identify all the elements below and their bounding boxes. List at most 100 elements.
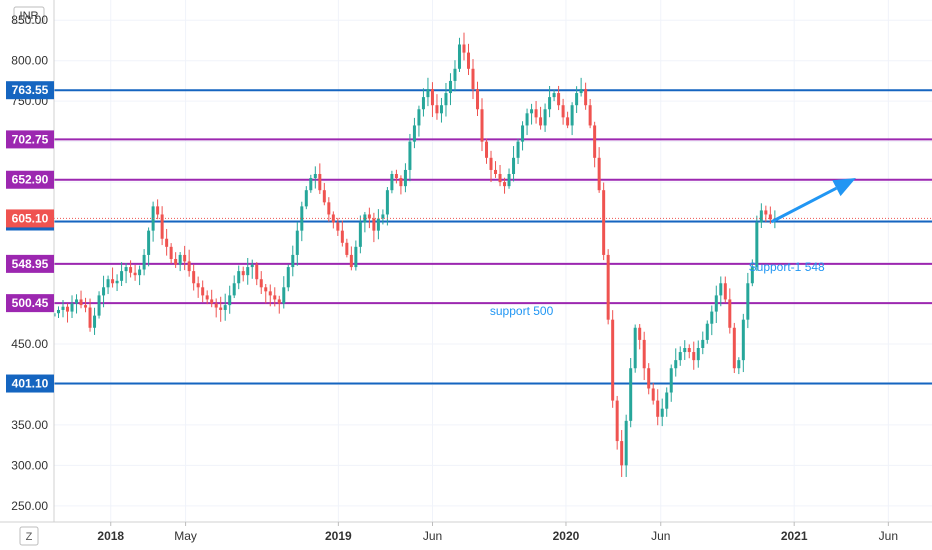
last-price-tag[interactable] [6,209,54,228]
candle-body [196,283,200,288]
candle-body [507,174,511,187]
x-tick-label: 2019 [325,529,352,543]
y-tick-label: 250.00 [11,499,48,513]
candle-body [210,299,214,304]
candle-body [291,254,295,268]
candle-body [575,93,579,106]
level-tag-label: 548.95 [12,257,49,271]
trend-arrow-head[interactable] [832,178,856,197]
candle-body [728,299,732,328]
candle-body [124,267,128,272]
candle-body [705,323,709,340]
candle-body [759,210,763,223]
candle-body [516,141,520,158]
level-tag[interactable] [6,130,54,149]
candle-body [633,327,637,369]
candle-body [214,303,218,308]
candle-body [408,141,412,170]
candle-body [273,295,277,300]
level-tag[interactable] [6,374,54,393]
candle-body [255,264,259,280]
candle-body [566,117,570,126]
candle-body [692,352,696,361]
candle-body [741,319,745,361]
candle-body [142,254,146,270]
annotation-text[interactable]: Support-1 548 [749,260,825,274]
candle-body [259,279,263,288]
time-axis[interactable]: Z 2018 May 2019 Jun 2020 Jun 2021 Jun [0,521,932,546]
candle-body [710,311,714,324]
annotation-text[interactable]: support 500 [490,304,554,318]
candle-body [277,299,281,304]
candle-body [448,80,452,94]
candle-body [557,93,561,106]
candle-body [79,299,83,306]
candle-body [394,174,398,179]
candle-body [669,368,673,393]
candle-body [129,267,133,273]
currency-label-box[interactable] [13,6,45,24]
candle-body [97,295,101,316]
auto-scale-button[interactable] [19,526,39,546]
candle-body [412,125,416,142]
candle-body [349,254,353,268]
candle-body [322,190,326,203]
candle-body [602,190,606,255]
candle-body [485,141,489,158]
candle-body [340,230,344,243]
candle-body [678,352,682,361]
candle-body [327,202,331,215]
candle-body [174,258,178,265]
overlays: support 500 Support-1 548 [54,178,932,318]
x-tick-label: May [174,529,197,543]
candle-body [358,222,362,247]
auto-scale-label: Z [26,531,33,543]
candle-body [61,306,65,310]
trend-arrow-shaft[interactable] [771,186,838,224]
candle-body [647,368,651,389]
candle-body [701,339,705,348]
level-tag[interactable] [6,294,54,313]
level-tag[interactable] [6,170,54,189]
x-tick-label: 2021 [781,529,808,543]
candle-body [300,206,304,231]
candle-body [309,178,313,191]
candles [52,32,777,477]
candle-body [593,125,597,158]
candle-body [241,271,245,276]
candle-body [147,230,151,255]
candle-body [138,269,142,276]
x-tick-label: Jun [423,529,442,543]
candle-body [376,218,380,231]
candle-body [480,109,484,142]
level-tag-label: 702.75 [12,132,49,146]
candle-body [403,169,407,187]
candle-body [687,348,691,353]
candle-body [57,309,61,314]
candle-body [295,230,299,255]
candle-body [232,283,236,296]
candle-body [84,305,88,308]
candle-body [399,178,403,187]
candle-body [421,97,425,110]
candle-body [336,222,340,231]
currency-label: INR [20,10,39,22]
price-axis[interactable]: INR 850.00800.00750.00450.00350.00300.00… [0,0,55,522]
candle-body [70,303,74,312]
candle-body [201,287,205,296]
candle-body [606,254,610,320]
candle-body [660,408,664,417]
candle-body [75,299,79,304]
candle-body [534,109,538,118]
x-tick-label: Jun [879,529,898,543]
candle-body [246,267,250,276]
candle-body [561,105,565,118]
level-tag[interactable] [6,81,54,100]
candle-body [264,287,268,292]
y-tick-label: 450.00 [11,337,48,351]
candle-body [115,280,119,284]
x-tick-label: Jun [651,529,670,543]
level-tag[interactable] [6,254,54,273]
candle-body [304,190,308,207]
